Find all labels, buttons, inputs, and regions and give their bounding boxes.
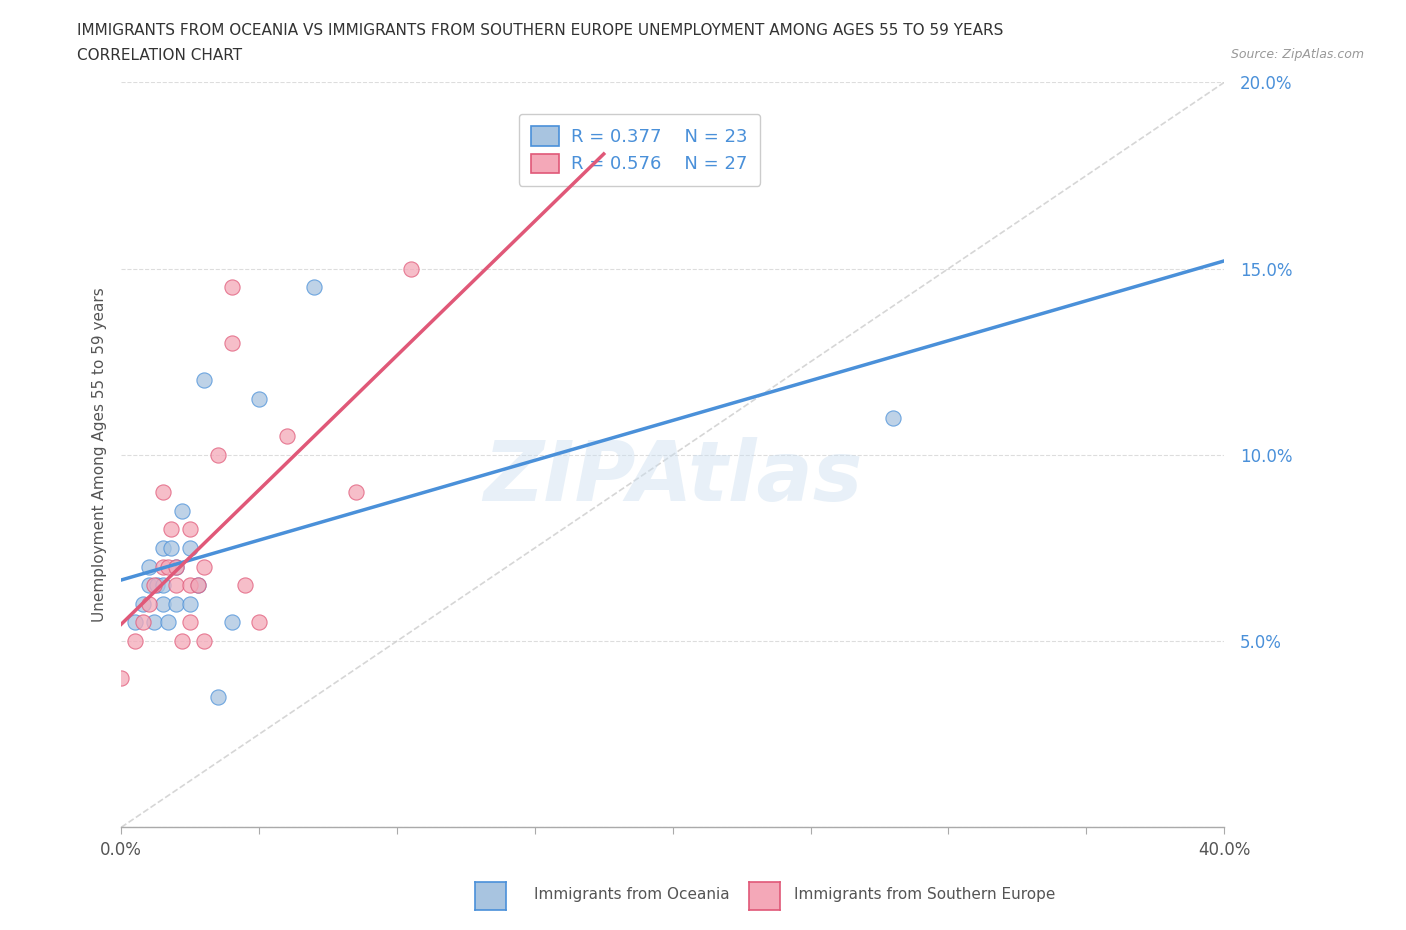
Point [143,578,166,592]
Point [160,540,183,555]
Point [592,168,614,183]
Point [132,615,155,630]
Point [221,615,243,630]
Legend: R = 0.377    N = 23, R = 0.576    N = 27: R = 0.377 N = 23, R = 0.576 N = 27 [519,113,761,186]
Point [207,689,229,704]
Point [124,615,146,630]
Point [207,447,229,462]
Point [138,578,160,592]
Point [344,485,367,499]
Point [110,671,132,685]
Point [165,559,187,574]
Point [221,336,243,351]
Point [276,429,298,444]
Point [179,615,201,630]
Text: IMMIGRANTS FROM OCEANIA VS IMMIGRANTS FROM SOUTHERN EUROPE UNEMPLOYMENT AMONG AG: IMMIGRANTS FROM OCEANIA VS IMMIGRANTS FR… [77,23,1004,38]
Point [138,596,160,611]
Point [399,261,422,276]
Point [302,280,325,295]
Y-axis label: Unemployment Among Ages 55 to 59 years: Unemployment Among Ages 55 to 59 years [93,287,107,622]
Point [187,578,209,592]
Point [193,373,215,388]
Point [882,410,904,425]
Point [165,596,187,611]
Point [179,540,201,555]
Text: Immigrants from Oceania: Immigrants from Oceania [534,887,730,902]
Point [157,559,180,574]
Point [193,633,215,648]
Point [165,559,187,574]
Point [179,578,201,592]
Text: ZIPAtlas: ZIPAtlas [484,437,862,518]
Text: CORRELATION CHART: CORRELATION CHART [77,48,242,63]
Point [132,596,155,611]
Point [146,578,169,592]
Point [247,392,270,406]
Point [138,559,160,574]
Point [170,503,193,518]
Point [221,280,243,295]
Point [170,633,193,648]
Point [179,596,201,611]
Point [152,485,174,499]
Point [152,596,174,611]
Point [152,578,174,592]
Point [165,578,187,592]
Point [152,540,174,555]
Point [187,578,209,592]
Point [179,522,201,537]
Point [160,522,183,537]
Point [157,615,180,630]
Point [247,615,270,630]
Text: Immigrants from Southern Europe: Immigrants from Southern Europe [794,887,1056,902]
Point [233,578,256,592]
Point [152,559,174,574]
Point [124,633,146,648]
Point [193,559,215,574]
Point [143,615,166,630]
Text: Source: ZipAtlas.com: Source: ZipAtlas.com [1230,48,1364,61]
